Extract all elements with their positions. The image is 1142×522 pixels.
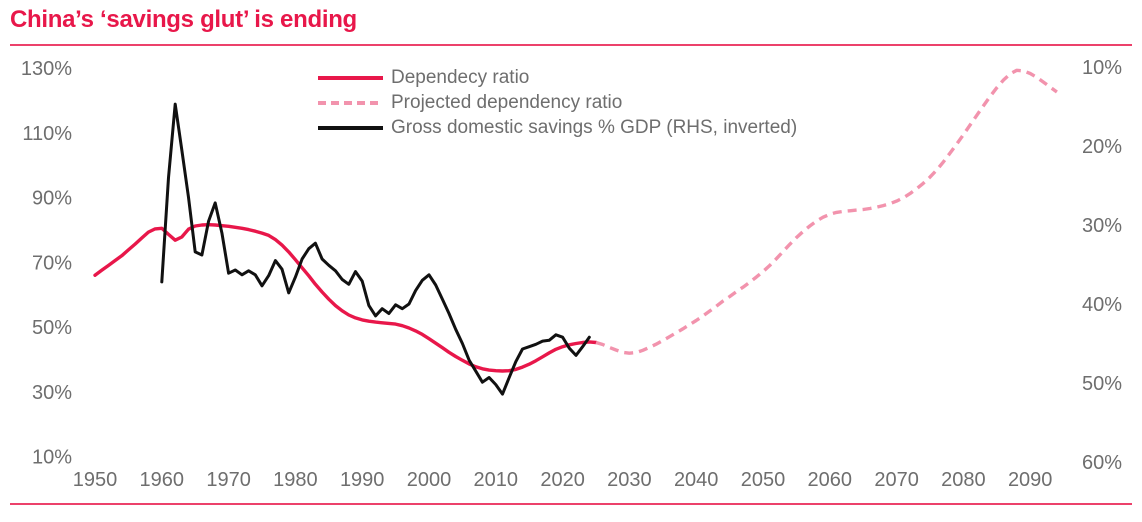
right-axis-tick-label: 20% bbox=[1082, 136, 1122, 158]
legend-item-dependency-ratio: Dependecy ratio bbox=[318, 67, 797, 88]
series-line-projected-dependency-ratio bbox=[595, 68, 1058, 355]
x-axis-tick-label: 2000 bbox=[407, 469, 452, 491]
legend-label: Dependecy ratio bbox=[391, 67, 530, 88]
x-axis-tick-label: 1970 bbox=[206, 469, 251, 491]
x-axis-tick-label: 2020 bbox=[540, 469, 585, 491]
x-axis-tick-label: 2060 bbox=[808, 469, 853, 491]
x-axis-tick-label: 1950 bbox=[73, 469, 118, 491]
legend-item-gross-domestic-savings: Gross domestic savings % GDP (RHS, inver… bbox=[318, 117, 797, 138]
x-axis-tick-label: 2090 bbox=[1008, 469, 1053, 491]
x-axis-tick-label: 2030 bbox=[607, 469, 652, 491]
x-axis-tick-label: 2010 bbox=[474, 469, 519, 491]
left-axis-tick-label: 50% bbox=[32, 317, 72, 339]
x-axis-tick-label: 2050 bbox=[741, 469, 786, 491]
right-axis-tick-label: 40% bbox=[1082, 294, 1122, 316]
left-axis-tick-label: 90% bbox=[32, 188, 72, 210]
right-axis-tick-label: 50% bbox=[1082, 373, 1122, 395]
solid-red-line-icon bbox=[318, 75, 383, 80]
chart-title: China’s ‘savings glut’ is ending bbox=[10, 6, 357, 33]
x-axis-tick-label: 2080 bbox=[941, 469, 986, 491]
x-axis-tick-label: 2040 bbox=[674, 469, 719, 491]
right-axis-tick-label: 60% bbox=[1082, 452, 1122, 474]
legend-label: Projected dependency ratio bbox=[391, 92, 623, 113]
left-axis-tick-label: 10% bbox=[32, 447, 72, 469]
right-axis-tick-label: 30% bbox=[1082, 215, 1122, 237]
x-axis-tick-label: 1960 bbox=[140, 469, 185, 491]
left-axis-tick-label: 30% bbox=[32, 382, 72, 404]
chart-legend: Dependecy ratio Projected dependency rat… bbox=[318, 67, 797, 138]
right-axis-tick-label: 10% bbox=[1082, 57, 1122, 79]
left-axis-tick-label: 70% bbox=[32, 252, 72, 274]
title-underline-rule bbox=[10, 44, 1132, 46]
dashed-pink-line-icon bbox=[318, 100, 383, 105]
x-axis-tick-label: 1980 bbox=[273, 469, 318, 491]
left-axis-tick-label: 110% bbox=[22, 123, 72, 145]
bottom-axis-rule bbox=[10, 503, 1132, 505]
series-line-gross-domestic-savings-gdp-rhs-inverted bbox=[160, 102, 591, 396]
legend-item-projected-dependency-ratio: Projected dependency ratio bbox=[318, 92, 797, 113]
solid-black-line-icon bbox=[318, 125, 383, 130]
legend-label: Gross domestic savings % GDP (RHS, inver… bbox=[391, 117, 798, 138]
x-axis-tick-label: 2070 bbox=[874, 469, 919, 491]
x-axis-tick-label: 1990 bbox=[340, 469, 385, 491]
left-axis-tick-label: 130% bbox=[21, 58, 72, 80]
